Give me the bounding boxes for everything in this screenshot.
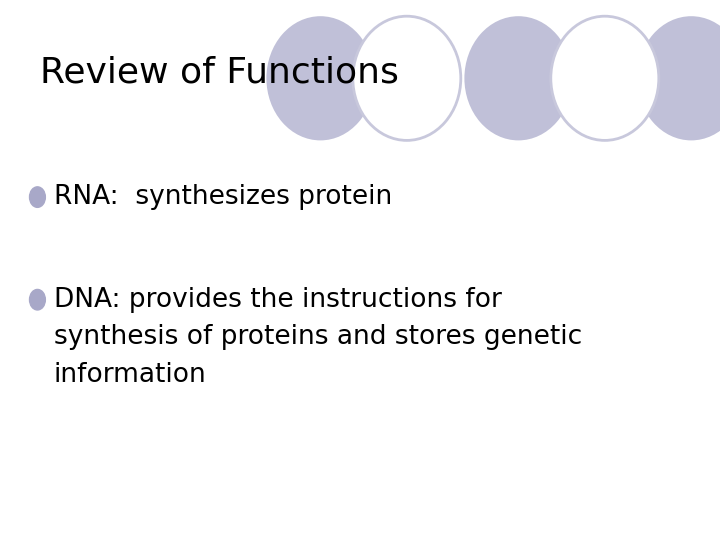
Text: DNA: provides the instructions for: DNA: provides the instructions for [54, 287, 502, 313]
Ellipse shape [551, 16, 659, 140]
Ellipse shape [266, 16, 374, 140]
Ellipse shape [30, 289, 45, 310]
Ellipse shape [30, 187, 45, 207]
Text: synthesis of proteins and stores genetic: synthesis of proteins and stores genetic [54, 325, 582, 350]
Ellipse shape [464, 16, 572, 140]
Ellipse shape [637, 16, 720, 140]
Ellipse shape [353, 16, 461, 140]
Text: Review of Functions: Review of Functions [40, 56, 398, 90]
Text: RNA:  synthesizes protein: RNA: synthesizes protein [54, 184, 392, 210]
Text: information: information [54, 362, 207, 388]
